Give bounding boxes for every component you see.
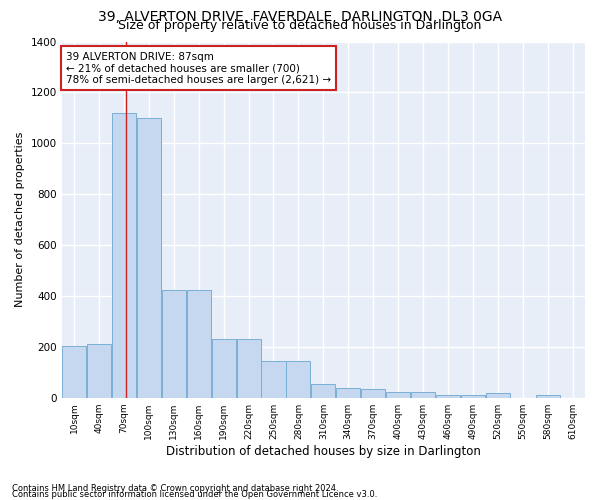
Text: Size of property relative to detached houses in Darlington: Size of property relative to detached ho… (118, 19, 482, 32)
Bar (87, 344, 111, 398)
Bar (361, 389, 385, 398)
Text: Contains HM Land Registry data © Crown copyright and database right 2024.: Contains HM Land Registry data © Crown c… (12, 484, 338, 493)
Bar (436, 394, 460, 398)
X-axis label: Distribution of detached houses by size in Darlington: Distribution of detached houses by size … (166, 444, 481, 458)
Bar (286, 361, 310, 398)
Text: 39, ALVERTON DRIVE, FAVERDALE, DARLINGTON, DL3 0GA: 39, ALVERTON DRIVE, FAVERDALE, DARLINGTO… (98, 10, 502, 24)
Text: 39 ALVERTON DRIVE: 87sqm
← 21% of detached houses are smaller (700)
78% of semi-: 39 ALVERTON DRIVE: 87sqm ← 21% of detach… (66, 52, 331, 85)
Bar (187, 290, 211, 398)
Text: Contains public sector information licensed under the Open Government Licence v3: Contains public sector information licen… (12, 490, 377, 499)
Bar (311, 384, 335, 398)
Bar (486, 393, 510, 398)
Bar (536, 394, 560, 398)
Bar (62, 346, 86, 398)
Bar (112, 112, 136, 398)
Bar (386, 392, 410, 398)
Bar (236, 339, 260, 398)
Bar (137, 118, 161, 398)
Bar (162, 290, 186, 398)
Bar (461, 394, 485, 398)
Bar (262, 361, 286, 398)
Y-axis label: Number of detached properties: Number of detached properties (15, 132, 25, 308)
Bar (411, 392, 435, 398)
Bar (336, 388, 360, 398)
Bar (212, 339, 236, 398)
